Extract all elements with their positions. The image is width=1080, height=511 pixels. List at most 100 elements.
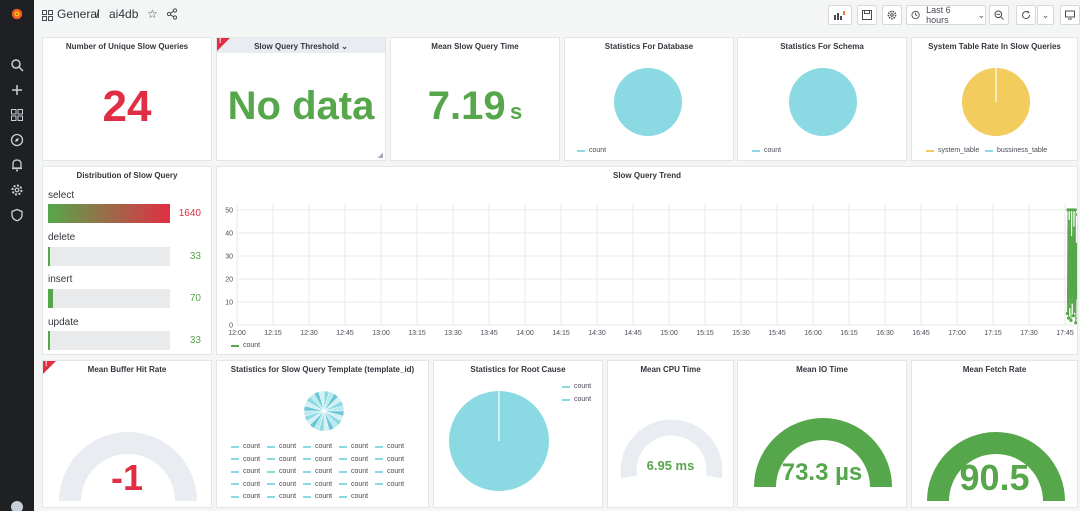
gauge [754,418,892,488]
panel-title: Slow Query Threshold ⌄ [254,42,348,51]
legend-item[interactable]: count [231,443,260,450]
resize-handle[interactable]: ◢ [377,152,383,159]
gauge [620,419,723,479]
legend-item[interactable]: count [267,443,296,450]
breadcrumb-dashboard[interactable]: ai4db [109,7,139,21]
bar-value: 33 [189,251,201,262]
legend-item[interactable]: count [267,468,296,475]
error-badge[interactable]: ! [217,38,230,51]
time-picker-button[interactable]: Last 6 hours ⌄ [906,5,986,25]
add-panel-button[interactable] [828,5,852,25]
data-point [1066,208,1070,212]
panel-system-table-rate: System Table Rate In Slow Queries system… [911,37,1078,161]
panel-header[interactable] [217,38,385,53]
bell-icon[interactable] [9,157,25,173]
panel-title: Mean Buffer Hit Rate [87,365,167,374]
legend-item[interactable]: count [339,468,368,475]
legend-item[interactable]: count [339,481,368,488]
gear-icon[interactable] [9,182,25,198]
legend-item[interactable]: count [231,493,260,500]
panel-title: Mean CPU Time [640,365,701,374]
legend-item[interactable]: count [339,443,368,450]
data-point [1065,311,1069,316]
error-badge[interactable]: ! [43,361,56,374]
refresh-button[interactable] [1016,5,1036,25]
tv-mode-button[interactable] [1060,5,1080,25]
legend-item[interactable]: system_table [926,147,979,154]
line-chart[interactable]: 0 10 20 30 40 50 12:00 12:15 12:30 12:45 13:00 13:1… [217,167,1077,354]
clock-icon [911,10,920,20]
data-point [1070,235,1074,240]
y-tick-label: 30 [225,253,233,260]
legend-item[interactable]: count [375,468,404,475]
legend-item[interactable]: count [267,456,296,463]
legend-item[interactable]: count [303,493,332,500]
pie-chart [303,390,345,432]
legend-item[interactable]: count [303,468,332,475]
bar-value: 1640 [178,208,201,219]
breadcrumb-folder[interactable]: General [57,7,100,21]
share-icon[interactable] [166,7,178,25]
pie-slice [614,68,682,136]
grafana-logo[interactable] [9,6,25,22]
compass-icon[interactable] [9,132,25,148]
panel-title: System Table Rate In Slow Queries [928,42,1061,51]
shield-icon[interactable] [9,207,25,223]
legend-item[interactable]: count [231,481,260,488]
pie-chart [962,68,1030,136]
data-point [1070,300,1074,304]
sidebar [0,0,34,511]
bar-gauge [48,247,170,266]
legend-item[interactable]: count [562,383,591,390]
legend-item[interactable]: count [267,481,296,488]
legend-item[interactable]: count [339,493,368,500]
breadcrumb-separator: / [96,7,100,21]
data-point [1076,213,1077,216]
legend-item[interactable]: count [303,456,332,463]
refresh-interval-button[interactable]: ⌄ [1037,5,1054,25]
legend-item[interactable]: count [267,493,296,500]
star-icon[interactable]: ☆ [147,7,158,21]
bar-label: delete [48,232,76,243]
x-tick-label: 16:00 [804,330,822,337]
legend-item[interactable]: count [303,481,332,488]
panel-root-cause: Statistics for Root Cause count count [433,360,603,508]
x-tick-label: 14:00 [516,330,534,337]
legend-item[interactable]: count [231,468,260,475]
legend-item[interactable]: count [339,456,368,463]
data-point [1067,219,1071,224]
x-tick-label: 17:15 [984,330,1002,337]
legend-item[interactable]: count [231,456,260,463]
chevron-down-icon: ⌄ [341,42,348,51]
bar-value: 70 [189,293,201,304]
panel-title: Mean IO Time [796,365,848,374]
legend-item[interactable]: count [375,456,404,463]
x-tick-label: 12:15 [264,330,282,337]
save-icon [862,10,872,20]
chevron-down-icon: ⌄ [977,9,985,20]
x-tick-label: 15:00 [660,330,678,337]
plus-icon[interactable] [9,82,25,98]
panel-template-stats: Statistics for Slow Query Template (temp… [216,360,429,508]
settings-button[interactable] [882,5,902,25]
legend-item[interactable]: count [577,147,606,154]
legend-item[interactable]: count [375,443,404,450]
legend-item[interactable]: count [375,481,404,488]
user-avatar[interactable] [9,499,25,511]
save-button[interactable] [857,5,877,25]
stat-value: No data [227,84,375,128]
bar-gauge [48,289,170,308]
legend-item[interactable]: count [231,342,260,349]
legend-item[interactable]: bussiness_table [985,147,1047,154]
x-tick-label: 12:00 [228,330,246,337]
data-point [1068,304,1072,309]
legend-item[interactable]: count [562,396,591,403]
bar-fill [48,331,50,350]
legend-item[interactable]: count [303,443,332,450]
legend-item[interactable]: count [752,147,781,154]
dashboards-icon[interactable] [9,107,25,123]
zoom-out-button[interactable] [989,5,1009,25]
gauge [59,432,197,502]
search-icon[interactable] [9,57,25,73]
panel-buffer-hit-rate: ! Mean Buffer Hit Rate -1 [42,360,212,508]
